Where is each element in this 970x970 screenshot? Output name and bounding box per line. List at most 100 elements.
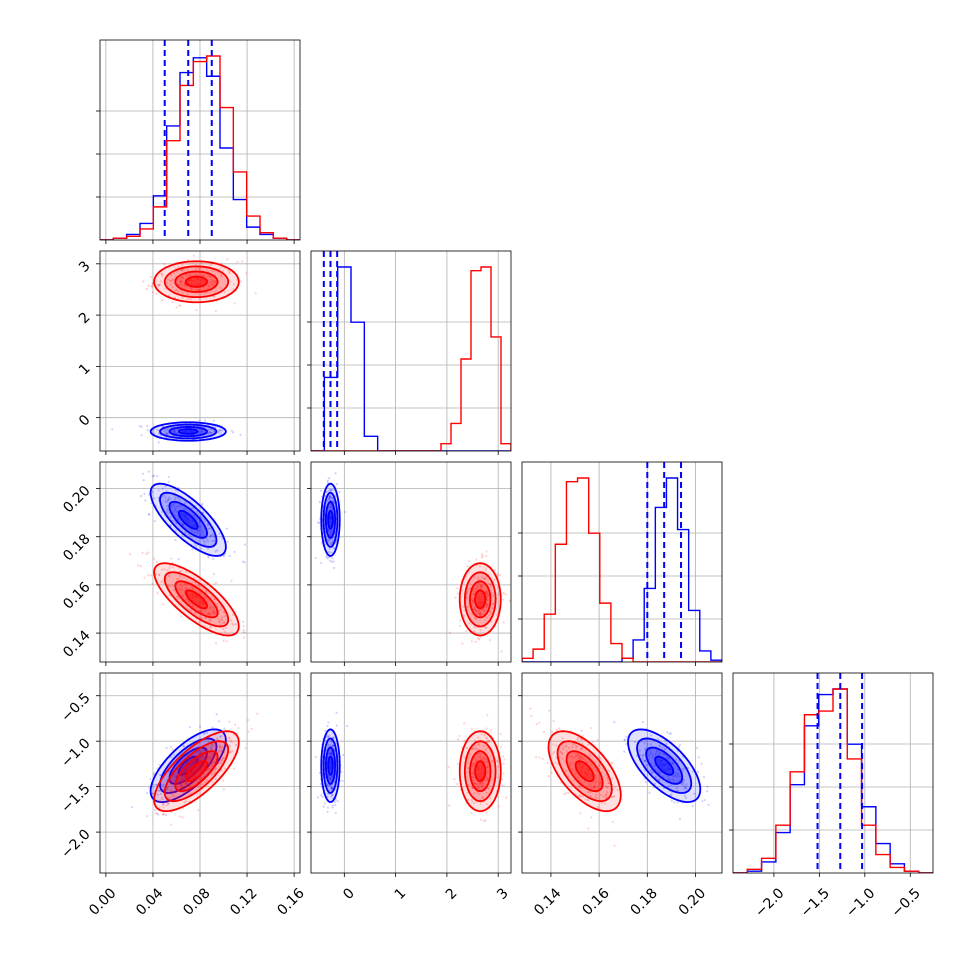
scatter-point (213, 612, 216, 615)
scatter-point (200, 529, 203, 532)
scatter-point (706, 785, 709, 789)
scatter-point (146, 424, 149, 428)
scatter-point (331, 744, 334, 748)
scatter-point (331, 744, 334, 747)
scatter-point (184, 507, 187, 510)
scatter-point (172, 504, 175, 507)
scatter-point (198, 419, 201, 422)
scatter-point (473, 576, 476, 579)
scatter-point (138, 425, 141, 428)
scatter-point (472, 773, 475, 776)
scatter-point (575, 746, 578, 749)
scatter-point (222, 639, 225, 643)
scatter-point (579, 737, 582, 741)
scatter-point (223, 611, 226, 614)
scatter-point (583, 770, 587, 773)
contour-red (174, 750, 219, 793)
scatter-point (189, 430, 192, 433)
scatter-point (139, 565, 142, 568)
scatter-point (250, 727, 253, 731)
scatter-point (191, 771, 194, 774)
scatter-point (473, 588, 477, 591)
scatter-point (485, 811, 488, 814)
scatter-point (165, 800, 169, 804)
scatter-point (142, 280, 145, 283)
scatter-point (578, 793, 581, 797)
scatter-point (567, 791, 570, 795)
scatter-point (256, 712, 259, 715)
scatter-point (190, 287, 193, 290)
scatter-point (485, 776, 489, 779)
scatter-point (218, 746, 221, 749)
panel-content (100, 673, 300, 873)
scatter-point (654, 752, 657, 755)
scatter-point (327, 774, 330, 778)
scatter-point (555, 744, 558, 747)
scatter-point (471, 764, 474, 768)
scatter-point (164, 287, 167, 290)
scatter-point (181, 779, 185, 782)
scatter-point (200, 755, 203, 759)
scatter-point (573, 751, 576, 754)
scatter-point (504, 593, 507, 596)
scatter-point (344, 510, 347, 514)
scatter-point (220, 749, 223, 752)
scatter-point (651, 754, 655, 757)
scatter-point (561, 752, 564, 755)
scatter-point (162, 494, 165, 497)
scatter-point (648, 791, 651, 794)
scatter-point (696, 747, 699, 750)
scatter-point (149, 275, 153, 279)
contour-blue (636, 737, 693, 794)
scatter-point (234, 743, 238, 746)
scatter-point (484, 568, 488, 571)
scatter-point (211, 761, 214, 765)
scatter-point (183, 515, 187, 518)
scatter-point (171, 519, 174, 522)
scatter-point (485, 737, 488, 740)
scatter-point (336, 800, 339, 803)
scatter-point (168, 763, 171, 766)
scatter-point (682, 781, 685, 784)
histogram-blue (522, 477, 722, 662)
scatter-point (179, 280, 182, 283)
scatter-point (220, 769, 223, 772)
scatter-point (205, 757, 208, 760)
contour-red (474, 589, 487, 610)
scatter-point (477, 596, 480, 599)
scatter-point (158, 283, 161, 286)
scatter-point (578, 755, 581, 759)
scatter-point (171, 300, 175, 304)
scatter-point (658, 752, 661, 755)
scatter-point (172, 773, 176, 776)
scatter-point (642, 721, 645, 724)
scatter-point (329, 753, 332, 756)
scatter-point (475, 586, 478, 589)
scatter-point (578, 795, 581, 798)
scatter-point (330, 786, 333, 790)
scatter-point (212, 573, 215, 576)
scatter-point (111, 428, 114, 431)
scatter-point (480, 756, 483, 759)
scatter-point (480, 584, 483, 587)
scatter-point (330, 786, 333, 790)
scatter-point (206, 747, 209, 750)
histogram-blue (311, 266, 511, 451)
scatter-point (165, 501, 168, 504)
scatter-point (184, 800, 188, 803)
scatter-point (151, 490, 154, 494)
scatter-point (219, 761, 223, 764)
scatter-point (169, 584, 172, 588)
scatter-point (326, 724, 329, 728)
scatter-point (209, 275, 212, 278)
scatter-point (204, 616, 207, 620)
scatter-point (541, 757, 544, 760)
scatter-point (167, 427, 170, 430)
scatter-point (174, 775, 177, 779)
panel-3-2: 0.14 0.16 0.18 0.20 (518, 672, 723, 919)
scatter-point (214, 642, 218, 645)
scatter-point (180, 615, 183, 618)
scatter-point (165, 746, 168, 750)
scatter-point (480, 777, 483, 780)
panel-frame (99, 250, 301, 452)
